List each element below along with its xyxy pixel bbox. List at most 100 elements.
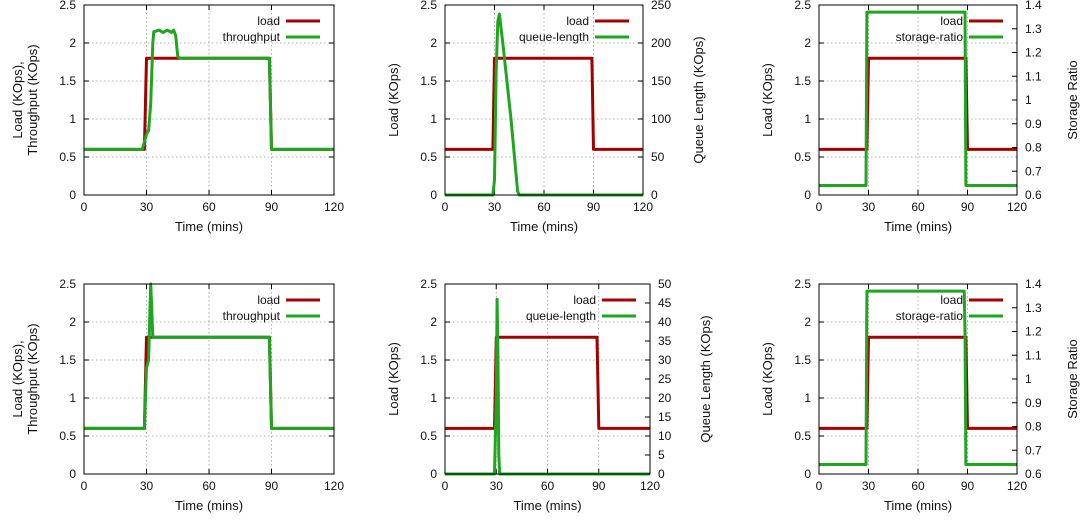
y-tick-label: 2.5	[59, 0, 76, 12]
y2-tick-label: 10	[658, 429, 672, 443]
chart-panel: 0 30 60 90 12000.511.522.5051015202530354045…	[386, 277, 713, 513]
legend-label: throughput	[223, 309, 281, 323]
y2-tick-label: 1.2	[1025, 325, 1042, 339]
y-axis-label: Load (KOps)	[760, 63, 775, 137]
chart-panel: 0 30 60 90 120 0 0.5 1 1.5 2 2.5 load throughput Time…	[10, 0, 344, 234]
y2-tick-label: 0.8	[1025, 420, 1042, 434]
y2-tick-label: 5	[658, 448, 665, 462]
y-tick-label: 1	[430, 112, 437, 126]
y-tick-label: 0	[804, 188, 811, 202]
x-tick-label: 60	[202, 200, 216, 214]
x-tick-label: 120	[324, 479, 344, 493]
x-axis-label: Time (mins)	[884, 219, 952, 234]
y-tick-label: 1	[430, 391, 437, 405]
legend-label: throughput	[223, 30, 281, 44]
y2-axis-label: Queue Length (KOps)	[698, 315, 713, 442]
series-line-load	[819, 335, 1017, 430]
x-tick-label: 60	[202, 479, 216, 493]
y-axis-label: Load (KOps),	[10, 340, 25, 417]
y-axis-label: Throughput (KOps)	[25, 323, 40, 434]
y-tick-label: 1.5	[794, 74, 811, 88]
y2-tick-label: 0.7	[1025, 164, 1042, 178]
y-axis-label: Load (KOps)	[386, 342, 401, 416]
series-line-throughput	[84, 28, 334, 151]
y-tick-label: 1.5	[420, 74, 437, 88]
y-tick-label: 1.5	[420, 353, 437, 367]
series-line-load	[819, 56, 1017, 151]
series-line-load	[445, 56, 643, 151]
y2-tick-label: 40	[658, 315, 672, 329]
y2-tick-label: 20	[658, 391, 672, 405]
chart-panel: 0 30 60 90 12000.511.522.5050100150200250loa…	[386, 0, 706, 234]
x-tick-label: 30	[490, 479, 504, 493]
x-tick-label: 120	[633, 200, 653, 214]
y-tick-label: 0	[69, 188, 76, 202]
y-tick-label: 2	[69, 36, 76, 50]
y-tick-label: 0.5	[59, 429, 76, 443]
y-tick-label: 2.5	[794, 277, 811, 291]
series-line-load	[445, 335, 650, 430]
y2-tick-label: 150	[651, 74, 671, 88]
x-tick-label: 0	[442, 479, 449, 493]
y-tick-label: 1.5	[59, 74, 76, 88]
y-tick-label: 2	[430, 36, 437, 50]
y-tick-label: 0.5	[420, 150, 437, 164]
series-line-storage-ratio	[819, 289, 1017, 466]
chart-panel: 0 30 60 90 120 0 0.5 1 1.5 2 2.5 0.6 0.7 0.8 0.9 1 1.1 1.…	[760, 0, 1080, 234]
series-line-throughput	[84, 282, 334, 430]
legend-label: load	[940, 14, 963, 28]
y2-tick-label: 1	[1025, 93, 1032, 107]
y2-tick-label: 0	[658, 467, 665, 481]
x-axis-label: Time (mins)	[510, 219, 578, 234]
y-tick-label: 0	[804, 467, 811, 481]
y-tick-label: 0.5	[794, 150, 811, 164]
plot-frame	[83, 4, 335, 196]
y-axis-label: Load (KOps),	[10, 61, 25, 138]
y2-tick-label: 250	[651, 0, 671, 12]
y-tick-label: 1.5	[794, 353, 811, 367]
legend-label: load	[940, 293, 963, 307]
y2-tick-label: 100	[651, 112, 671, 126]
y2-tick-label: 50	[658, 277, 672, 291]
y2-tick-label: 0.8	[1025, 141, 1042, 155]
y2-tick-label: 200	[651, 36, 671, 50]
y2-tick-label: 0.6	[1025, 467, 1042, 481]
y2-tick-label: 1.4	[1025, 277, 1042, 291]
series-line-load	[84, 56, 334, 151]
legend-label: load	[257, 14, 280, 28]
y2-tick-label: 1	[1025, 372, 1032, 386]
x-tick-label: 120	[1007, 479, 1027, 493]
y2-tick-label: 0.7	[1025, 443, 1042, 457]
y2-tick-label: 0.9	[1025, 396, 1042, 410]
x-tick-label: 30	[862, 200, 876, 214]
y-tick-label: 0.5	[59, 150, 76, 164]
y2-tick-label: 1.4	[1025, 0, 1042, 12]
chart-panel: 0 30 60 90 120 0 0.5 1 1.5 2 2.5 load throughput Time…	[10, 277, 344, 513]
y-tick-label: 2.5	[59, 277, 76, 291]
legend-label: storage-ratio	[896, 30, 964, 44]
x-tick-label: 0	[816, 200, 823, 214]
y-axis-label: Throughput (KOps)	[25, 44, 40, 155]
y2-tick-label: 25	[658, 372, 672, 386]
x-tick-label: 30	[862, 479, 876, 493]
y2-tick-label: 45	[658, 296, 672, 310]
x-tick-label: 0	[816, 479, 823, 493]
x-tick-label: 120	[1007, 200, 1027, 214]
x-axis-label: Time (mins)	[175, 219, 243, 234]
x-tick-label: 90	[961, 200, 975, 214]
plot-frame	[818, 283, 1018, 475]
x-tick-label: 90	[592, 479, 606, 493]
y-tick-label: 2.5	[420, 277, 437, 291]
series-line-load	[84, 335, 334, 430]
x-tick-label: 90	[961, 479, 975, 493]
y-tick-label: 1	[69, 112, 76, 126]
legend-label: load	[573, 293, 596, 307]
y2-tick-label: 15	[658, 410, 672, 424]
plot-frame	[444, 283, 651, 475]
y-tick-label: 1	[69, 391, 76, 405]
y-tick-label: 2	[804, 315, 811, 329]
y-tick-label: 2.5	[794, 0, 811, 12]
series-line-storage-ratio	[819, 10, 1017, 187]
x-tick-label: 30	[140, 479, 154, 493]
